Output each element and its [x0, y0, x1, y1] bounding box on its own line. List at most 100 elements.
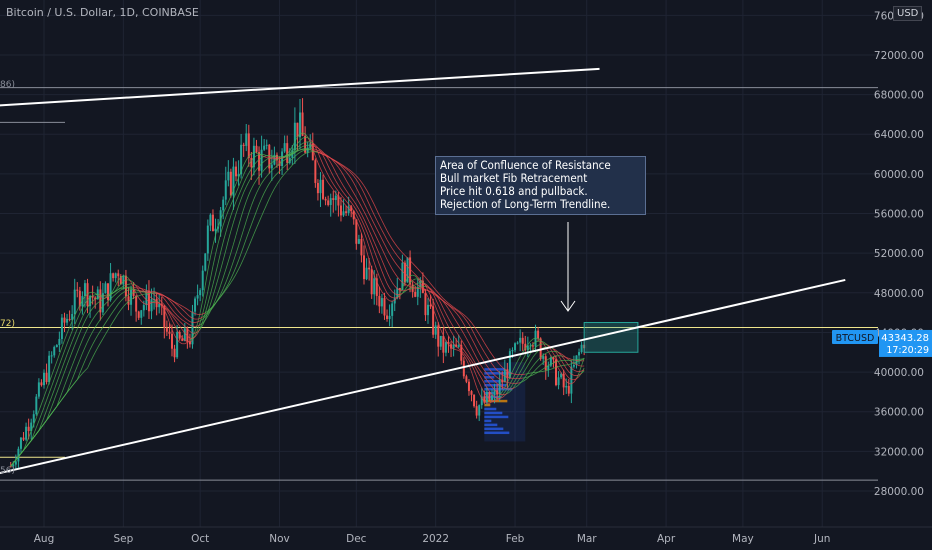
ma-ribbon-segment — [33, 433, 37, 438]
ma-ribbon-segment — [115, 296, 119, 301]
ma-ribbon-segment — [212, 254, 216, 267]
trendlines — [0, 67, 846, 481]
ma-ribbon-segment — [292, 156, 296, 160]
ma-ribbon-segment — [576, 376, 580, 380]
ma-ribbon-segment — [445, 304, 449, 309]
ma-ribbon-segment — [284, 170, 288, 174]
candle-body — [370, 269, 373, 295]
ma-ribbon-segment — [330, 162, 334, 168]
ma-ribbon-segment — [307, 137, 311, 140]
ma-ribbon-segment — [532, 353, 536, 358]
ma-ribbon-segment — [368, 221, 373, 228]
ma-ribbon-segment — [302, 141, 306, 144]
ma-ribbon-segment — [486, 373, 490, 377]
ma-ribbon-segment — [314, 156, 319, 163]
ma-ribbon-segment — [548, 363, 552, 366]
ma-ribbon-segment — [99, 338, 104, 344]
ma-ribbon-segment — [535, 345, 539, 348]
ma-ribbon-segment — [222, 207, 227, 214]
ma-ribbon-segment — [240, 208, 245, 218]
annotation-box[interactable]: Area of Confluence of Resistance Bull ma… — [435, 156, 646, 215]
annotation-line-4: Rejection of Long-Term Trendline. — [440, 197, 611, 211]
ma-ribbon-segment — [458, 325, 462, 330]
ma-ribbon-segment — [163, 309, 168, 316]
ma-ribbon-segment — [222, 232, 227, 243]
ma-ribbon-segment — [537, 343, 541, 346]
ma-ribbon-segment — [76, 305, 81, 311]
ma-ribbon-segment — [325, 178, 329, 183]
ma-ribbon-segment — [120, 275, 124, 278]
ma-ribbon-segment — [220, 241, 224, 253]
ma-ribbon-segment — [117, 294, 122, 298]
ma-ribbon-segment — [499, 393, 503, 396]
ma-ribbon-segment — [181, 308, 186, 312]
ma-ribbon-segment — [450, 322, 454, 328]
candle-body — [12, 464, 15, 467]
ma-ribbon-segment — [435, 299, 439, 305]
ma-ribbon-segment — [289, 146, 293, 151]
ma-ribbon-segment — [476, 329, 480, 335]
ma-ribbon-segment — [407, 257, 411, 261]
ma-ribbon-segment — [371, 227, 375, 233]
ma-ribbon-segment — [235, 245, 239, 254]
ma-ribbon-segment — [338, 167, 342, 172]
ma-ribbon-segment — [386, 283, 390, 289]
candle-body — [322, 179, 325, 199]
ma-ribbon-segment — [184, 341, 188, 345]
ma-ribbon-segment — [207, 257, 211, 271]
ma-ribbon-segment — [494, 389, 498, 393]
candle-body — [314, 160, 317, 183]
ma-ribbon-segment — [194, 321, 198, 323]
ma-ribbon-segment — [366, 230, 370, 238]
ma-ribbon-segment — [350, 206, 355, 211]
ma-ribbon-segment — [491, 400, 495, 402]
ma-ribbon-segment — [327, 165, 332, 172]
volume-profile-bar — [484, 383, 507, 387]
ma-ribbon-segment — [115, 291, 119, 295]
price-tick-label: 64000.00 — [874, 129, 924, 141]
candle-body — [549, 357, 552, 366]
candle-body — [76, 289, 79, 291]
candle-body — [542, 356, 545, 359]
ma-ribbon-segment — [578, 373, 582, 376]
ma-ribbon-segment — [458, 335, 462, 340]
ma-ribbon-segment — [18, 453, 22, 457]
ma-ribbon-segment — [412, 262, 416, 267]
ma-ribbon-segment — [396, 265, 401, 269]
ma-ribbon-segment — [184, 317, 188, 321]
ma-ribbon-segment — [202, 312, 206, 315]
ma-ribbon-segment — [245, 194, 250, 202]
ma-ribbon-segment — [456, 349, 459, 351]
ma-ribbon-segment — [402, 282, 406, 285]
annotation-line-2: Bull market Fib Retracement — [440, 171, 588, 185]
ma-ribbon-segment — [302, 145, 306, 147]
ma-ribbon-segment — [499, 364, 503, 368]
ma-ribbon-segment — [476, 348, 480, 354]
ma-ribbon-segment — [112, 290, 116, 294]
ma-ribbon-segment — [256, 176, 260, 181]
ma-ribbon-segment — [350, 188, 355, 194]
ma-ribbon-segment — [363, 185, 367, 191]
ma-ribbon-segment — [545, 351, 549, 354]
ma-ribbon-segment — [535, 366, 539, 371]
ma-ribbon-segment — [430, 289, 434, 293]
ma-ribbon-segment — [327, 174, 332, 180]
ma-ribbon-segment — [143, 293, 147, 295]
ma-ribbon-segment — [281, 173, 285, 178]
ma-ribbon-segment — [94, 323, 99, 328]
ma-ribbon-segment — [112, 307, 117, 312]
candle-body — [439, 335, 442, 347]
ma-ribbon-segment — [455, 331, 460, 336]
ma-ribbon-segment — [527, 341, 531, 346]
currency-button[interactable]: USD — [893, 6, 923, 21]
ma-ribbon-segment — [345, 205, 349, 209]
ma-ribbon-segment — [396, 246, 401, 251]
trendline[interactable] — [0, 278, 846, 481]
ma-ribbon-segment — [455, 339, 460, 344]
ma-ribbon-segment — [102, 312, 106, 317]
ma-ribbon-segment — [317, 162, 321, 169]
trendline[interactable] — [0, 67, 600, 108]
ma-ribbon-segment — [61, 385, 65, 393]
ma-ribbon-segment — [366, 208, 370, 214]
